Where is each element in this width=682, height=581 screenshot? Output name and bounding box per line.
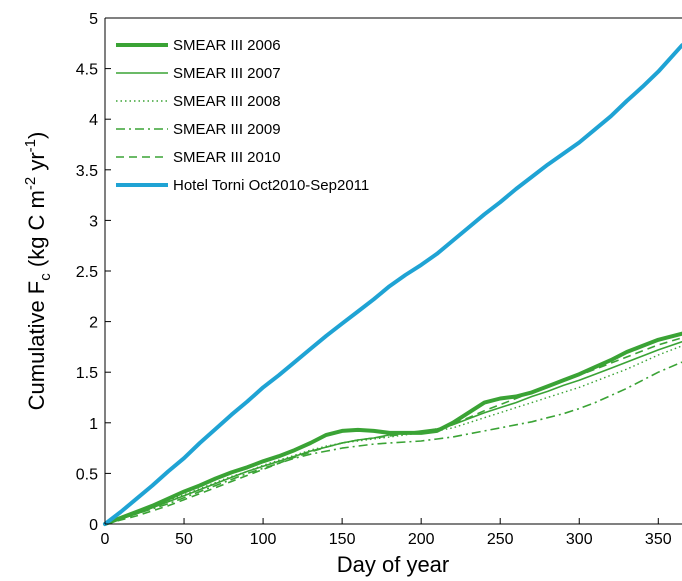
series-layer [103, 43, 682, 526]
legend-label: Hotel Torni Oct2010-Sep2011 [173, 177, 369, 194]
y-tick-label: 4 [89, 112, 98, 129]
y-tick-label: 5 [89, 11, 98, 28]
series-line-4 [104, 361, 682, 525]
y-axis-label: Cumulative Fc (kg C m-2 yr-1) [22, 132, 54, 411]
series-line-3 [104, 345, 682, 525]
x-tick-label: 200 [408, 531, 435, 548]
x-tick-label: 0 [101, 531, 110, 548]
x-tick-label: 100 [250, 531, 277, 548]
y-axis-label-exponent-2: -1 [22, 139, 39, 152]
series-line-6 [103, 43, 682, 526]
x-axis-label: Day of year [337, 552, 450, 577]
y-ticks: 0 0.5 1 1.5 2 2.5 3 3.5 4 4.5 5 [76, 11, 111, 534]
y-axis-label-unit-mid: yr [24, 152, 49, 176]
y-tick-label: 0 [89, 517, 98, 534]
y-tick-label: 2 [89, 315, 98, 332]
y-axis-label-unit-close: ) [24, 132, 49, 139]
y-axis-label-exponent-1: -2 [22, 177, 39, 190]
y-tick-label: 1 [89, 416, 98, 433]
y-tick-label: 3 [89, 213, 98, 230]
legend-label: SMEAR III 2009 [173, 121, 281, 138]
y-axis-label-main: Cumulative F [24, 281, 49, 411]
x-tick-label: 150 [329, 531, 356, 548]
y-tick-label: 0.5 [76, 466, 98, 483]
legend-label: SMEAR III 2007 [173, 65, 281, 82]
x-tick-label: 300 [566, 531, 593, 548]
x-tick-label: 350 [645, 531, 672, 548]
series-line-5 [104, 337, 682, 525]
legend: SMEAR III 2006 SMEAR III 2007 SMEAR III 20… [116, 37, 369, 194]
y-tick-label: 3.5 [76, 163, 98, 180]
x-ticks: 0 50 100 150 200 250 300 350 [101, 518, 672, 548]
y-axis-label-subscript: c [37, 273, 54, 281]
legend-label: SMEAR III 2010 [173, 149, 281, 166]
legend-label: SMEAR III 2006 [173, 37, 281, 54]
y-tick-label: 4.5 [76, 62, 98, 79]
y-tick-label: 2.5 [76, 264, 98, 281]
x-tick-label: 50 [175, 531, 193, 548]
y-tick-label: 1.5 [76, 365, 98, 382]
y-axis-label-unit-open: (kg C m [24, 190, 49, 273]
legend-label: SMEAR III 2008 [173, 93, 281, 110]
x-tick-label: 250 [487, 531, 514, 548]
series-line-1 [103, 331, 682, 526]
series-line-2 [104, 340, 682, 525]
